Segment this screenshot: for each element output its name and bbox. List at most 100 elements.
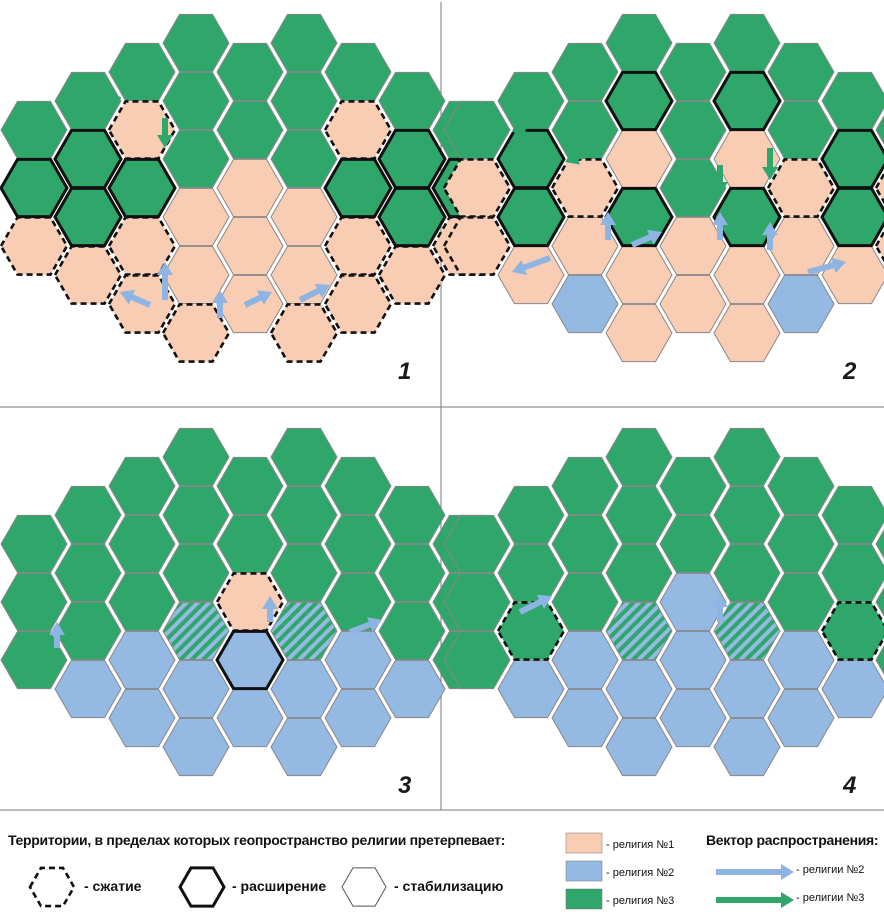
territory-hex xyxy=(162,601,230,661)
legend-religion-1-swatch xyxy=(565,832,603,854)
religion-2-vector-arrow xyxy=(600,212,616,240)
religion-2-vector-arrow xyxy=(49,622,65,648)
territory-hex xyxy=(604,70,674,132)
territory-hex xyxy=(659,216,727,276)
panel-2 xyxy=(442,13,884,363)
territory-hex xyxy=(324,572,392,632)
territory-hex xyxy=(605,543,673,603)
territory-hex xyxy=(496,601,566,661)
territory-hex xyxy=(270,13,338,73)
territory-hex xyxy=(659,158,727,218)
territory-hex xyxy=(713,543,781,603)
territory-hex xyxy=(713,601,781,661)
territory-hex xyxy=(162,717,230,777)
territory-hex xyxy=(605,485,673,545)
legend-vector-3-arrow xyxy=(716,892,794,908)
legend-compression-label: - сжатие xyxy=(84,878,142,894)
territory-hex xyxy=(766,158,836,218)
territory-hex xyxy=(162,543,230,603)
panel-1 xyxy=(0,13,501,363)
territory-hex xyxy=(378,601,446,661)
territory-hex xyxy=(605,601,673,661)
territory-hex xyxy=(820,601,884,661)
territory-hex xyxy=(53,245,123,305)
territory-hex xyxy=(712,186,782,248)
territory-hex xyxy=(551,572,619,632)
territory-hex xyxy=(767,514,835,574)
legend-vector-2-label: - религии №2 xyxy=(796,864,865,876)
territory-hex xyxy=(767,572,835,632)
legend-religion-2-label: - религия №2 xyxy=(606,867,675,879)
territory-hex xyxy=(659,630,727,690)
territory-hex xyxy=(108,514,176,574)
territory-hex xyxy=(0,514,68,574)
panel-3 xyxy=(0,427,500,777)
religion-3-vector-arrow xyxy=(769,125,806,144)
territory-hex xyxy=(216,158,284,218)
territory-hex xyxy=(324,630,392,690)
territory-hex xyxy=(443,514,511,574)
territory-hex xyxy=(821,659,884,719)
territory-hex xyxy=(820,186,884,248)
religion-2-vector-arrow xyxy=(712,594,728,622)
legend-religion-3-label: - религия №3 xyxy=(606,895,675,907)
territory-hex xyxy=(108,688,176,748)
religion-3-vector-arrow xyxy=(157,118,173,148)
religion-3-vector-arrow xyxy=(565,145,602,165)
territory-hex xyxy=(162,485,230,545)
territory-hex xyxy=(497,543,565,603)
territory-hex xyxy=(659,514,727,574)
territory-hex xyxy=(713,485,781,545)
territory-hex xyxy=(270,71,338,131)
territory-hex xyxy=(659,456,727,516)
territory-hex xyxy=(108,456,176,516)
territory-hex xyxy=(767,630,835,690)
territory-hex xyxy=(323,100,393,160)
legend-religion-1-label: - религия №1 xyxy=(606,839,675,851)
legend-expansion-label: - расширение xyxy=(232,878,327,894)
spread-vectors xyxy=(49,85,846,648)
territory-hex xyxy=(54,543,122,603)
territory-hex xyxy=(162,71,230,131)
territory-hex xyxy=(0,100,68,160)
territory-hex xyxy=(659,274,727,334)
territory-hex xyxy=(377,186,447,248)
territory-hex xyxy=(659,572,727,632)
territory-hex xyxy=(107,157,177,219)
territory-hex xyxy=(270,717,338,777)
religion-2-vector-arrow xyxy=(807,257,846,275)
territory-hex xyxy=(270,543,338,603)
territory-hex xyxy=(323,216,393,276)
territory-hex xyxy=(54,601,122,661)
territory-hex xyxy=(323,274,393,334)
religion-2-vector-arrow xyxy=(120,289,152,308)
territory-hex xyxy=(821,245,884,305)
religion-2-vector-arrow xyxy=(518,594,552,615)
religion-3-vector-arrow xyxy=(712,165,728,195)
legend-stabilization-label: - стабилизацию xyxy=(394,878,504,894)
territory-hex xyxy=(377,245,447,305)
territory-hex xyxy=(270,659,338,719)
religion-2-vector-arrow xyxy=(348,617,382,635)
religion-2-vector-arrow xyxy=(243,290,272,308)
religion-3-vector-arrow xyxy=(254,118,270,148)
territory-hex xyxy=(550,158,620,218)
territory-hex xyxy=(323,157,393,219)
territory-hex xyxy=(270,601,338,661)
territory-hex xyxy=(108,42,176,102)
territory-hex xyxy=(443,572,511,632)
territory-hex xyxy=(270,187,338,247)
territory-hex xyxy=(713,717,781,777)
territory-hex xyxy=(551,630,619,690)
territory-hex xyxy=(713,303,781,363)
territory-hex xyxy=(162,187,230,247)
territory-hex xyxy=(713,427,781,487)
territory-hex xyxy=(713,659,781,719)
religion-2-vector-arrow xyxy=(157,262,173,300)
territory-hex xyxy=(0,157,69,219)
territory-hex xyxy=(767,42,835,102)
territory-hex xyxy=(378,71,446,131)
territory-hex xyxy=(605,13,673,73)
territory-hex xyxy=(54,485,122,545)
territory-hex xyxy=(54,71,122,131)
